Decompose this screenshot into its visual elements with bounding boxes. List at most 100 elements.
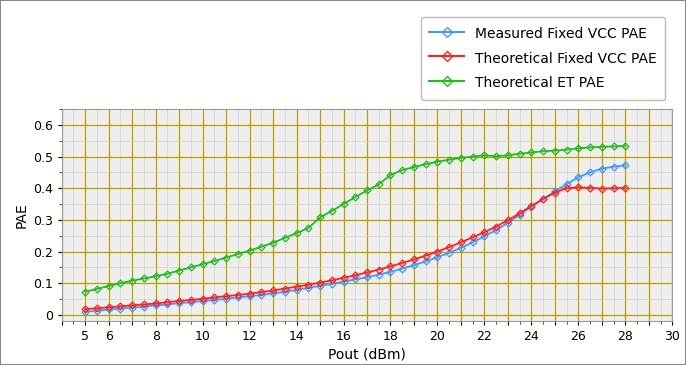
- Measured Fixed VCC PAE: [528, 204, 536, 209]
- Measured Fixed VCC PAE: [175, 301, 183, 306]
- Theoretical ET PAE: [528, 150, 536, 155]
- Theoretical ET PAE: [363, 188, 371, 193]
- Theoretical ET PAE: [422, 162, 430, 166]
- Theoretical Fixed VCC PAE: [128, 303, 137, 308]
- Line: Theoretical ET PAE: Theoretical ET PAE: [83, 143, 628, 294]
- Theoretical Fixed VCC PAE: [457, 240, 465, 245]
- Theoretical Fixed VCC PAE: [104, 305, 113, 310]
- Measured Fixed VCC PAE: [152, 303, 160, 308]
- Theoretical ET PAE: [152, 274, 160, 278]
- Theoretical ET PAE: [117, 281, 125, 285]
- Theoretical Fixed VCC PAE: [551, 191, 559, 195]
- Theoretical ET PAE: [445, 158, 453, 162]
- Measured Fixed VCC PAE: [457, 246, 465, 250]
- X-axis label: Pout (dBm): Pout (dBm): [328, 347, 406, 361]
- Theoretical ET PAE: [351, 195, 359, 199]
- Legend: Measured Fixed VCC PAE, Theoretical Fixed VCC PAE, Theoretical ET PAE: Measured Fixed VCC PAE, Theoretical Fixe…: [421, 17, 665, 100]
- Measured Fixed VCC PAE: [586, 170, 594, 174]
- Theoretical ET PAE: [375, 182, 383, 187]
- Measured Fixed VCC PAE: [574, 175, 582, 179]
- Measured Fixed VCC PAE: [281, 289, 289, 294]
- Measured Fixed VCC PAE: [222, 296, 230, 301]
- Theoretical Fixed VCC PAE: [363, 270, 371, 274]
- Theoretical Fixed VCC PAE: [598, 187, 606, 191]
- Theoretical ET PAE: [316, 215, 324, 220]
- Measured Fixed VCC PAE: [622, 163, 630, 168]
- Theoretical Fixed VCC PAE: [316, 280, 324, 285]
- Measured Fixed VCC PAE: [609, 165, 617, 169]
- Theoretical ET PAE: [93, 287, 101, 291]
- Theoretical Fixed VCC PAE: [445, 245, 453, 249]
- Theoretical Fixed VCC PAE: [257, 290, 265, 294]
- Measured Fixed VCC PAE: [410, 263, 418, 267]
- Theoretical ET PAE: [563, 147, 571, 152]
- Measured Fixed VCC PAE: [422, 259, 430, 264]
- Theoretical Fixed VCC PAE: [609, 186, 617, 191]
- Theoretical Fixed VCC PAE: [81, 307, 89, 311]
- Theoretical Fixed VCC PAE: [528, 204, 536, 208]
- Theoretical ET PAE: [140, 276, 148, 281]
- Measured Fixed VCC PAE: [316, 284, 324, 288]
- Theoretical ET PAE: [574, 146, 582, 150]
- Theoretical Fixed VCC PAE: [434, 249, 442, 254]
- Measured Fixed VCC PAE: [340, 280, 348, 284]
- Theoretical ET PAE: [609, 144, 617, 149]
- Theoretical ET PAE: [210, 259, 218, 263]
- Theoretical Fixed VCC PAE: [480, 230, 488, 234]
- Y-axis label: PAE: PAE: [14, 202, 29, 228]
- Theoretical ET PAE: [104, 284, 113, 288]
- Theoretical ET PAE: [551, 149, 559, 153]
- Measured Fixed VCC PAE: [363, 275, 371, 279]
- Measured Fixed VCC PAE: [198, 299, 206, 303]
- Measured Fixed VCC PAE: [375, 273, 383, 277]
- Measured Fixed VCC PAE: [304, 286, 312, 290]
- Measured Fixed VCC PAE: [210, 298, 218, 302]
- Theoretical ET PAE: [198, 262, 206, 266]
- Theoretical Fixed VCC PAE: [422, 253, 430, 258]
- Theoretical ET PAE: [257, 245, 265, 249]
- Measured Fixed VCC PAE: [292, 288, 300, 292]
- Theoretical ET PAE: [516, 151, 524, 156]
- Theoretical Fixed VCC PAE: [222, 294, 230, 298]
- Theoretical ET PAE: [281, 236, 289, 240]
- Measured Fixed VCC PAE: [492, 228, 500, 232]
- Measured Fixed VCC PAE: [328, 282, 336, 286]
- Theoretical ET PAE: [398, 168, 406, 172]
- Measured Fixed VCC PAE: [469, 240, 477, 245]
- Theoretical Fixed VCC PAE: [398, 261, 406, 265]
- Theoretical Fixed VCC PAE: [198, 296, 206, 301]
- Theoretical Fixed VCC PAE: [410, 257, 418, 262]
- Measured Fixed VCC PAE: [563, 182, 571, 186]
- Measured Fixed VCC PAE: [246, 294, 254, 298]
- Theoretical Fixed VCC PAE: [292, 284, 300, 289]
- Measured Fixed VCC PAE: [480, 234, 488, 239]
- Theoretical Fixed VCC PAE: [175, 299, 183, 303]
- Measured Fixed VCC PAE: [187, 300, 195, 304]
- Theoretical Fixed VCC PAE: [386, 264, 394, 269]
- Theoretical ET PAE: [504, 153, 512, 158]
- Theoretical ET PAE: [539, 149, 547, 153]
- Measured Fixed VCC PAE: [551, 189, 559, 193]
- Theoretical Fixed VCC PAE: [516, 211, 524, 215]
- Theoretical ET PAE: [386, 173, 394, 177]
- Theoretical ET PAE: [586, 145, 594, 150]
- Measured Fixed VCC PAE: [117, 306, 125, 311]
- Theoretical Fixed VCC PAE: [328, 278, 336, 283]
- Theoretical ET PAE: [622, 144, 630, 148]
- Theoretical ET PAE: [492, 154, 500, 158]
- Theoretical ET PAE: [128, 278, 137, 283]
- Theoretical Fixed VCC PAE: [93, 306, 101, 310]
- Theoretical Fixed VCC PAE: [586, 186, 594, 190]
- Measured Fixed VCC PAE: [257, 293, 265, 297]
- Theoretical Fixed VCC PAE: [504, 218, 512, 222]
- Measured Fixed VCC PAE: [128, 306, 137, 310]
- Theoretical Fixed VCC PAE: [492, 224, 500, 229]
- Theoretical Fixed VCC PAE: [210, 295, 218, 300]
- Theoretical Fixed VCC PAE: [304, 283, 312, 287]
- Measured Fixed VCC PAE: [163, 302, 172, 307]
- Measured Fixed VCC PAE: [269, 291, 277, 296]
- Theoretical ET PAE: [328, 209, 336, 213]
- Measured Fixed VCC PAE: [445, 251, 453, 255]
- Theoretical ET PAE: [480, 153, 488, 158]
- Theoretical ET PAE: [269, 241, 277, 245]
